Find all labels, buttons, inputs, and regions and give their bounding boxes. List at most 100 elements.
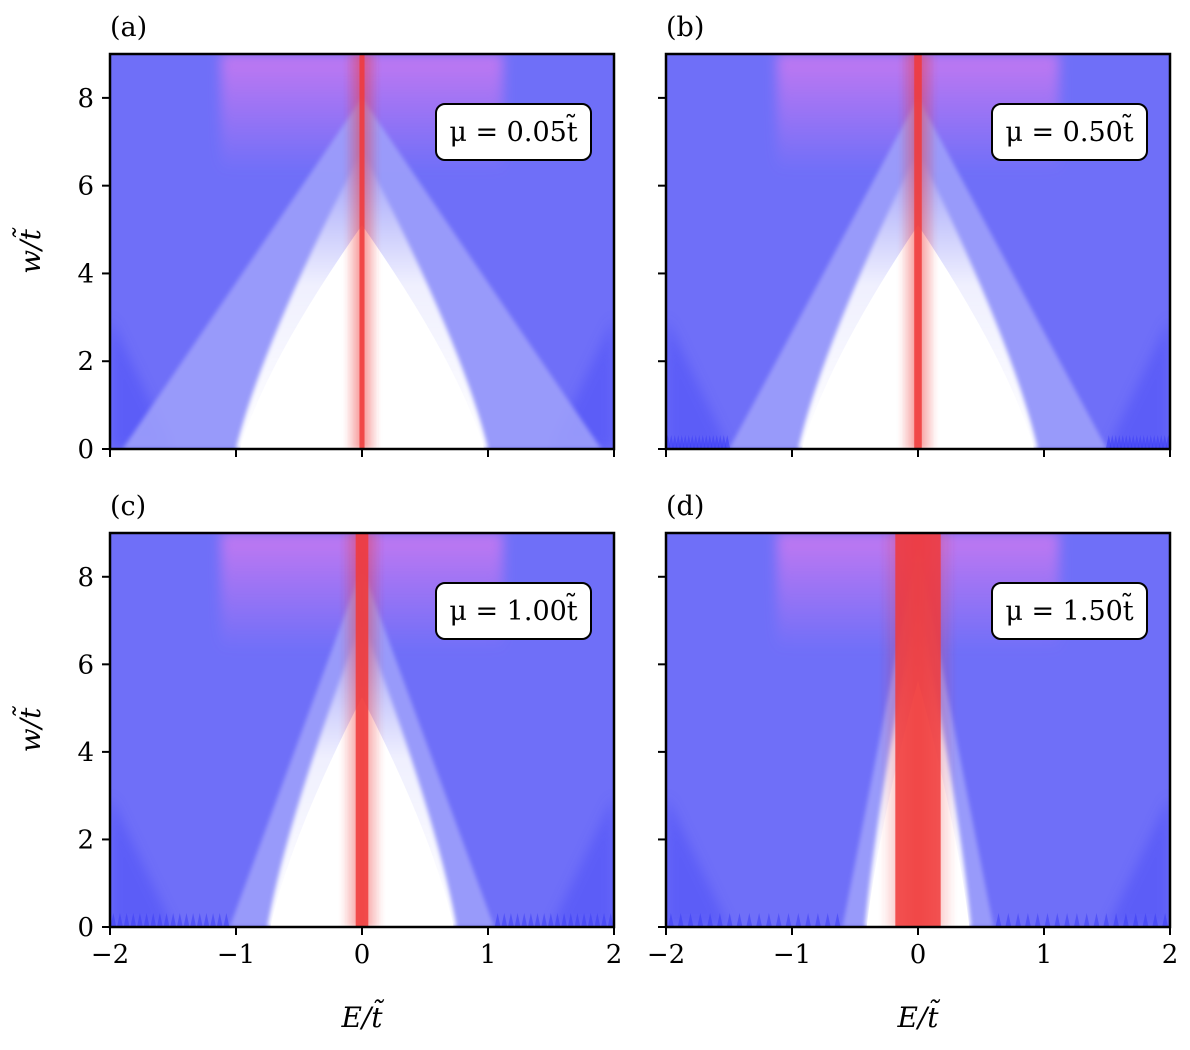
x-tick-label: −2: [647, 940, 685, 970]
state-spike: [130, 913, 137, 927]
state-spike: [724, 435, 731, 449]
state-spike: [697, 913, 704, 927]
state-spike: [594, 913, 601, 927]
state-spike: [1132, 913, 1139, 927]
annotation-box: [435, 582, 592, 640]
state-spike: [534, 913, 541, 927]
state-spike: [1005, 913, 1012, 927]
state-spike: [1152, 913, 1159, 927]
state-spike: [574, 913, 581, 927]
heatmap-area: [666, 54, 1170, 449]
y-tick-label: 8: [77, 563, 94, 593]
state-spike: [667, 913, 674, 927]
state-spike: [834, 913, 841, 927]
panel-a: 0 2 4 6 8 (a) μ = 0.05t̃ w/t̃: [12, 12, 616, 465]
state-spike: [501, 913, 508, 927]
state-spike: [110, 913, 117, 927]
x-tick-label: −2: [91, 940, 129, 970]
x-tick-label: 2: [606, 940, 623, 970]
state-spike: [156, 913, 163, 927]
state-spike: [1122, 913, 1129, 927]
x-tick-label: 1: [480, 940, 497, 970]
state-spike: [170, 913, 177, 927]
mu-annotation: μ = 0.05t̃: [449, 113, 577, 148]
state-spike: [554, 913, 561, 927]
x-axis-label: E/t̃: [896, 999, 941, 1034]
annotation-box: [991, 103, 1148, 161]
state-spike: [494, 913, 501, 927]
y-axis-label: w/t̃: [12, 227, 47, 274]
state-spike: [1103, 913, 1110, 927]
state-spike: [1034, 913, 1041, 927]
state-spike: [561, 913, 568, 927]
panel-c: −2 −1 0 1 2 0 2 4 6 8 (c) μ = 1.00t̃ w/t̃ E/t̃: [12, 491, 622, 1034]
state-spike: [547, 913, 554, 927]
red-core-line: [914, 54, 922, 449]
y-tick-label: 0: [77, 913, 94, 943]
state-spike: [183, 913, 190, 927]
y-tick-label: 4: [77, 259, 94, 289]
x-tick-label: 0: [910, 940, 927, 970]
state-spike: [687, 913, 694, 927]
state-spike: [116, 913, 123, 927]
deep-blue-right: [551, 795, 614, 927]
state-spike: [514, 913, 521, 927]
state-spike: [1105, 435, 1112, 449]
state-spike: [601, 913, 608, 927]
state-spike: [203, 913, 210, 927]
state-spike: [216, 913, 223, 927]
mu-annotation: μ = 0.50t̃: [1005, 113, 1133, 148]
state-spike: [775, 913, 782, 927]
state-spike: [716, 913, 723, 927]
state-spike: [1093, 913, 1100, 927]
state-spike: [746, 913, 753, 927]
state-spike: [541, 913, 548, 927]
annotation-box: [991, 582, 1148, 640]
state-spike: [785, 913, 792, 927]
state-spike: [607, 913, 614, 927]
x-tick-label: −1: [773, 940, 811, 970]
state-spike: [521, 913, 528, 927]
state-spike: [150, 913, 157, 927]
x-tick-label: 0: [354, 940, 371, 970]
state-spike: [1142, 913, 1149, 927]
panel-b: (b) μ = 0.50t̃: [658, 12, 1172, 457]
state-spike: [527, 913, 534, 927]
panel-label: (c): [110, 491, 146, 522]
state-spike: [1024, 913, 1031, 927]
state-spike: [210, 913, 217, 927]
state-spike: [136, 913, 143, 927]
state-spike: [123, 913, 130, 927]
state-spike: [190, 913, 197, 927]
deep-blue-left: [110, 795, 173, 927]
state-spike: [1015, 913, 1022, 927]
deep-blue-right: [1107, 317, 1170, 449]
y-tick-label: 4: [77, 738, 94, 768]
state-spike: [1083, 913, 1090, 927]
panel-label: (b): [666, 12, 704, 43]
state-spike: [795, 913, 802, 927]
y-tick-label: 6: [77, 650, 94, 680]
deep-blue-right: [1107, 795, 1170, 927]
state-spike: [677, 913, 684, 927]
state-spike: [805, 913, 812, 927]
deep-blue-left: [666, 795, 729, 927]
state-spike: [756, 913, 763, 927]
state-spike: [824, 913, 831, 927]
state-spike: [581, 913, 588, 927]
state-spike: [726, 913, 733, 927]
state-spike: [1113, 913, 1120, 927]
state-spike: [176, 913, 183, 927]
annotation-box: [435, 103, 592, 161]
red-core-line: [355, 533, 369, 927]
red-core-line: [359, 54, 365, 449]
mu-annotation: μ = 1.00t̃: [449, 592, 577, 627]
state-spike: [707, 913, 714, 927]
y-axis-label: w/t̃: [12, 705, 47, 752]
state-spike: [587, 913, 594, 927]
panel-d: −2 −1 0 1 2 (d) μ = 1.50t̃ E/t̃: [647, 491, 1178, 1034]
x-tick-label: −1: [217, 940, 255, 970]
state-spike: [567, 913, 574, 927]
x-axis-label: E/t̃: [340, 999, 385, 1034]
